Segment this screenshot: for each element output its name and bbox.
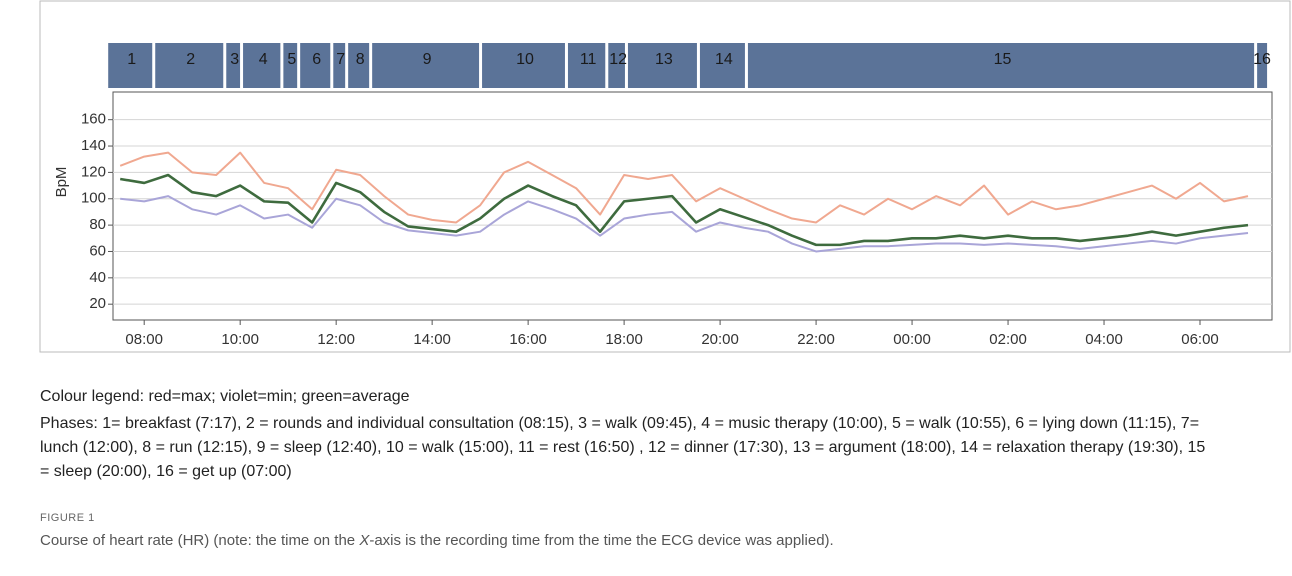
figure-frame (39, 0, 1291, 353)
phase-label: 7 (336, 51, 345, 68)
figure-label: FIGURE 1 (40, 512, 95, 524)
phase-segment (372, 43, 480, 88)
figure-caption: Course of heart rate (HR) (note: the tim… (40, 532, 834, 549)
phase-segment (627, 43, 697, 88)
phase-label: 14 (715, 51, 733, 68)
line-average (119, 173, 1249, 247)
x-tick-label: 18:00 (605, 331, 643, 348)
phase-segment (608, 43, 625, 88)
phase-label: 8 (356, 51, 365, 68)
phase-label: 16 (1253, 51, 1271, 68)
phase-label: 9 (423, 51, 432, 68)
x-tick-label: 14:00 (413, 331, 451, 348)
phases-text: Phases: 1= breakfast (7:17), 2 = rounds … (40, 415, 1206, 480)
phase-segment (348, 43, 370, 88)
phase-label: 10 (516, 51, 534, 68)
y-tick-label: 60 (89, 242, 106, 259)
phase-label: 6 (312, 51, 321, 68)
phase-label: 2 (186, 51, 195, 68)
y-tick-label: 80 (89, 216, 106, 233)
phase-label: 3 (230, 51, 239, 68)
x-tick-label: 20:00 (701, 331, 739, 348)
phase-segment (155, 43, 224, 88)
phase-segment (333, 43, 346, 88)
y-tick-label: 140 (81, 137, 106, 154)
phase-segment (482, 43, 565, 88)
phase-label: 11 (580, 51, 597, 68)
x-tick-label: 10:00 (221, 331, 259, 348)
phase-segment (283, 43, 298, 88)
phase-label: 12 (609, 51, 627, 68)
phase-segment (300, 43, 331, 88)
phase-label: 1 (127, 51, 136, 68)
x-tick-label: 12:00 (317, 331, 355, 348)
phase-label: 13 (655, 51, 673, 68)
phase-segment (567, 43, 606, 88)
phase-segment (699, 43, 745, 88)
y-tick-label: 160 (81, 111, 106, 128)
x-tick-label: 22:00 (797, 331, 835, 348)
phase-segment (226, 43, 241, 88)
x-tick-label: 06:00 (1181, 331, 1219, 348)
caption-part: X (359, 532, 370, 549)
line-max (119, 151, 1249, 224)
phase-label: 15 (994, 51, 1012, 68)
x-tick-label: 00:00 (893, 331, 931, 348)
x-tick-label: 16:00 (509, 331, 547, 348)
colour-legend: Colour legend: red=max; violet=min; gree… (40, 388, 410, 405)
y-axis-label: BpM (53, 167, 70, 198)
phase-segment (1257, 43, 1268, 88)
y-tick-label: 120 (81, 163, 106, 180)
caption-part: -axis is the recording time from the tim… (369, 532, 834, 549)
x-tick-label: 08:00 (125, 331, 163, 348)
phase-segment (747, 43, 1255, 88)
x-tick-label: 02:00 (989, 331, 1027, 348)
caption-part: Course of heart rate (HR) (note: the tim… (40, 532, 360, 549)
y-tick-label: 100 (81, 190, 106, 207)
phase-segment (108, 43, 153, 88)
phase-segment (243, 43, 281, 88)
line-min (120, 195, 1249, 253)
chart: BpM 1 2 3 4 5 6 7 8 9 10 11 12 13 14 15 162040608010012… (39, 0, 1291, 353)
y-tick-label: 20 (89, 295, 106, 312)
phase-label: 5 (287, 51, 296, 68)
y-tick-label: 40 (89, 269, 106, 286)
x-tick-label: 04:00 (1085, 331, 1123, 348)
phase-label: 4 (259, 51, 268, 68)
plot-frame (112, 91, 1273, 321)
